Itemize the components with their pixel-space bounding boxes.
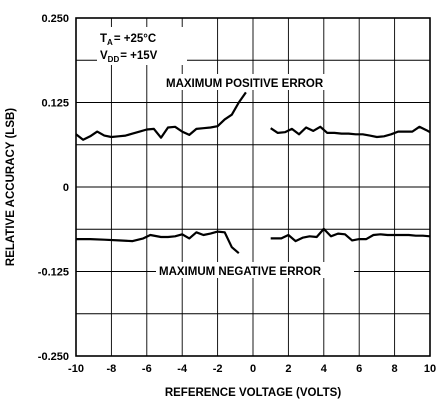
x-tick-label: 0 bbox=[250, 363, 256, 375]
x-tick-label: -4 bbox=[177, 363, 188, 375]
positive-error-line-segment-1 bbox=[75, 91, 247, 141]
x-tick-label: 10 bbox=[424, 363, 436, 375]
y-tick-labels: 0.250 0.125 0 -0.125 -0.250 bbox=[38, 13, 69, 363]
plot-frame bbox=[75, 17, 431, 357]
x-tick-label: -10 bbox=[68, 363, 84, 375]
negative-error-annotation: MAXIMUM NEGATIVE ERROR bbox=[159, 266, 322, 278]
negative-error-line-segment-2 bbox=[270, 227, 431, 243]
plot-border bbox=[75, 17, 431, 357]
x-tick-label: -2 bbox=[213, 363, 223, 375]
x-tick-label: -8 bbox=[107, 363, 117, 375]
y-tick-label: -0.125 bbox=[38, 267, 69, 279]
x-tick-labels: -10 -8 -6 -4 -2 0 2 4 6 8 10 bbox=[68, 363, 436, 375]
y-axis-label: RELATIVE ACCURACY (LSB) bbox=[5, 108, 17, 266]
positive-error-line-segment-2 bbox=[270, 125, 431, 139]
x-tick-label: -6 bbox=[142, 363, 152, 375]
negative-error-line-segment-1 bbox=[76, 230, 240, 255]
temperature-condition: TA= +25°C bbox=[100, 33, 156, 47]
x-tick-label: 4 bbox=[321, 363, 328, 375]
x-tick-label: 6 bbox=[356, 363, 362, 375]
y-tick-label: 0.250 bbox=[41, 13, 69, 25]
positive-error-annotation: MAXIMUM POSITIVE ERROR bbox=[166, 78, 324, 90]
x-tick-label: 2 bbox=[285, 363, 291, 375]
y-tick-label: -0.250 bbox=[38, 351, 69, 363]
x-axis-label: REFERENCE VOLTAGE (VOLTS) bbox=[165, 387, 342, 399]
series-group bbox=[75, 91, 431, 255]
conditions-background bbox=[97, 27, 187, 65]
y-tick-label: 0 bbox=[63, 182, 69, 194]
y-tick-label: 0.125 bbox=[41, 98, 69, 110]
vdd-condition: VDD= +15V bbox=[100, 50, 158, 64]
conditions-block: TA= +25°C VDD= +15V bbox=[97, 27, 187, 65]
x-tick-label: 8 bbox=[392, 363, 398, 375]
grid bbox=[75, 18, 431, 356]
positive-annotation-background bbox=[163, 74, 355, 90]
negative-annotation-background bbox=[156, 262, 354, 278]
